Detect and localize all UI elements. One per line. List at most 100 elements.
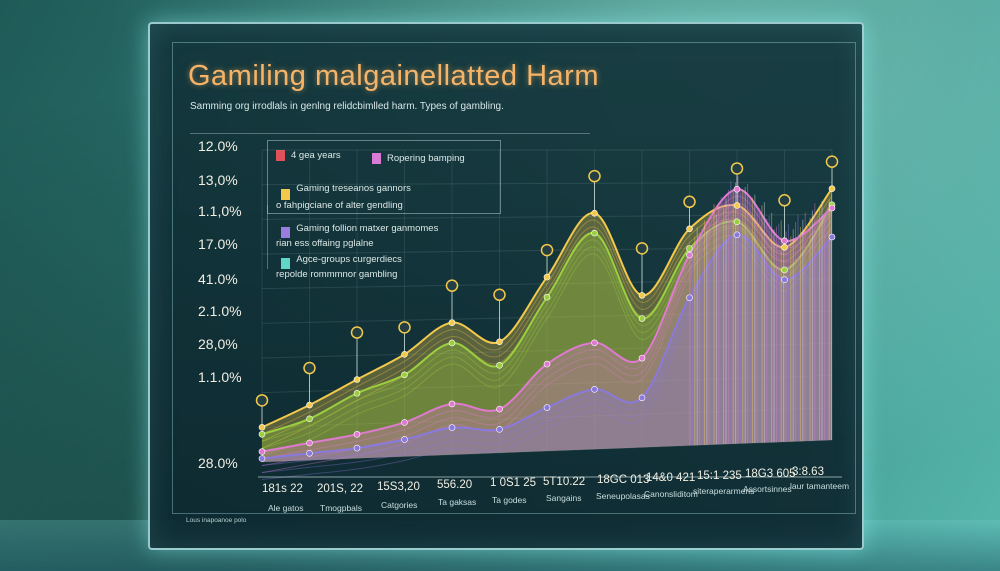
y-tick-label: 41.0% — [198, 271, 238, 287]
y-tick-label: 17.0% — [198, 236, 238, 252]
x-tick-label: 14&0 421 — [646, 472, 696, 484]
x-category-label: Catgories — [381, 500, 418, 510]
y-tick-label: 28.0% — [198, 455, 238, 471]
legend-item: Agce-groups curgerdiecs repolde rommmnor… — [276, 243, 402, 280]
data-point — [828, 204, 836, 212]
data-point — [686, 225, 693, 233]
data-point — [306, 449, 313, 457]
series-hatch — [261, 255, 833, 481]
marker-pin — [493, 288, 506, 302]
data-point — [543, 360, 551, 368]
chart-title: Gamiling malgainellatted Harm — [188, 60, 599, 92]
legend-item: 4 gea years — [276, 150, 341, 161]
data-point — [401, 436, 408, 443]
data-point — [543, 273, 551, 281]
x-category-label: Canonsliditom — [644, 489, 698, 499]
data-point — [828, 185, 836, 192]
data-point — [733, 202, 741, 209]
grid-line — [261, 439, 833, 463]
y-tick-label: 2.1.0% — [198, 303, 242, 319]
data-point — [591, 386, 598, 393]
data-point — [543, 404, 551, 411]
data-point — [448, 339, 456, 347]
marker-pin — [398, 321, 411, 334]
x-category-label: Seneupolasas — [596, 491, 650, 501]
data-point — [638, 315, 646, 322]
x-tick-label: 15:1 235 — [697, 470, 742, 482]
series-hatch — [261, 241, 833, 467]
series-hatch — [261, 248, 833, 474]
data-point — [733, 185, 741, 193]
series-area — [262, 204, 832, 462]
x-tick-label: 3:8.63 — [792, 466, 824, 478]
marker-pin — [588, 169, 601, 183]
data-point — [638, 292, 646, 299]
legend — [267, 140, 501, 214]
series-hatch — [261, 195, 833, 435]
legend-label: Gaming treseanos gannors o fahpigciane o… — [276, 183, 411, 211]
series-area — [262, 234, 832, 462]
x-tick-label: 201S, 22 — [317, 483, 364, 495]
spike-lines — [255, 155, 839, 446]
data-point — [591, 229, 598, 237]
marker-pin — [540, 243, 554, 257]
grid-line — [261, 407, 833, 428]
x-tick-label: 18G3 605 — [745, 468, 796, 480]
data-point — [781, 266, 788, 274]
data-point — [258, 430, 266, 438]
x-category-label: Tmogpbals — [320, 503, 363, 513]
marker-pin — [255, 394, 269, 407]
series-hatch — [261, 225, 833, 456]
chart-subtitle: Samming org irrodlals in genlng relidcbi… — [190, 101, 504, 112]
series-hatch — [261, 211, 833, 442]
data-point — [496, 425, 503, 433]
subtitle-divider — [190, 133, 590, 134]
data-point — [258, 455, 266, 462]
x-category-label: Ta godes — [492, 495, 527, 505]
y-tick-label: 1.1,0% — [198, 203, 242, 219]
data-point — [686, 245, 693, 252]
x-tick-label: 18GC 013 — [597, 474, 650, 486]
grid-line — [261, 278, 833, 290]
data-point — [781, 237, 788, 245]
legend-swatch — [372, 153, 381, 164]
legend-label: Gaming follion matxer ganmomes rian ess … — [276, 223, 439, 249]
data-point — [353, 444, 361, 452]
data-point — [258, 424, 266, 431]
data-point — [496, 338, 503, 346]
x-category-label: Sangains — [546, 493, 582, 503]
series-hatch — [261, 209, 833, 474]
data-point — [448, 319, 456, 326]
x-category-label: Ta gaksas — [438, 497, 477, 507]
series-hatch — [261, 195, 833, 460]
data-points — [258, 185, 836, 462]
legend-swatch — [281, 258, 291, 269]
data-point — [496, 362, 503, 369]
data-point — [401, 419, 408, 426]
y-tick-label: 12.0% — [198, 138, 238, 154]
data-point — [353, 389, 361, 397]
chart-frame — [172, 42, 856, 514]
legend-item: Ropering bamping — [372, 153, 465, 164]
legend-label: Agce-groups curgerdiecs repolde rommmnor… — [276, 254, 402, 280]
marker-pin — [350, 326, 364, 339]
data-point — [543, 293, 551, 301]
legend-swatch — [281, 189, 291, 200]
data-point — [686, 251, 693, 259]
legend-swatch — [276, 150, 285, 161]
legend-label: Ropering bamping — [387, 153, 465, 164]
x-tick-label: 1 0S1 25 — [490, 477, 537, 489]
data-point — [496, 405, 503, 413]
legend-lower — [267, 205, 500, 269]
marker-pin — [683, 195, 696, 209]
data-point — [306, 415, 313, 423]
series-hatch — [261, 218, 833, 449]
data-point — [401, 371, 408, 379]
chart-panel — [148, 22, 864, 550]
legend-item: Gaming treseanos gannors o fahpigciane o… — [276, 172, 411, 211]
data-point — [638, 354, 646, 362]
marker-pin — [778, 194, 791, 207]
x-tick-label: 15S3,20 — [377, 481, 420, 493]
grid-lines — [261, 149, 833, 463]
